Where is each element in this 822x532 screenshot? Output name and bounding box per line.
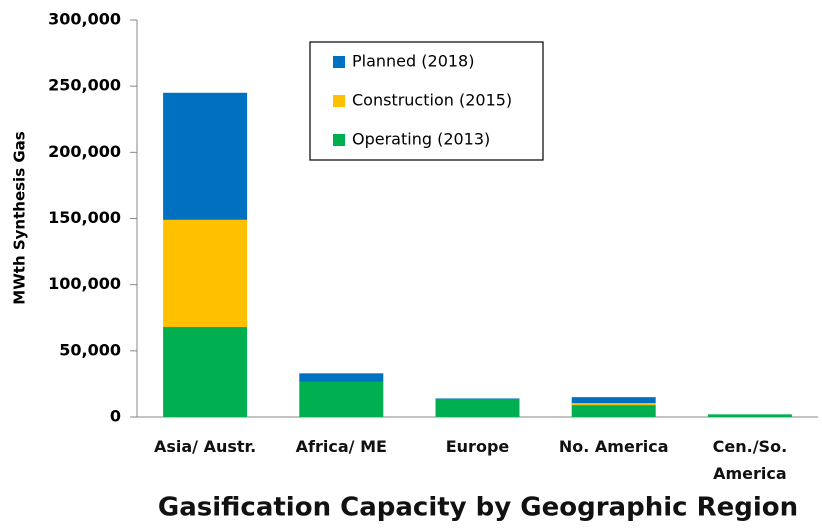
x-tick-label: Africa/ ME [295, 437, 387, 456]
legend-swatch [333, 56, 345, 68]
y-tick-label: 300,000 [48, 10, 121, 29]
bar-segment [571, 403, 656, 406]
y-tick-label: 100,000 [48, 274, 121, 293]
bar-segment [163, 327, 248, 417]
chart-title: Gasification Capacity by Geographic Regi… [158, 493, 798, 523]
y-tick-label: 250,000 [48, 76, 121, 95]
legend-label: Planned (2018) [352, 52, 474, 71]
bar-segment [163, 219, 248, 328]
bar-segment [435, 398, 520, 400]
legend-label: Construction (2015) [352, 91, 512, 110]
y-tick-label: 0 [110, 407, 121, 426]
bar-segment [571, 405, 656, 417]
x-tick-label: No. America [558, 437, 669, 456]
legend-box [309, 41, 544, 161]
legend-label: Operating (2013) [352, 130, 490, 149]
x-tick-label: Asia/ Austr. [153, 437, 257, 456]
legend-swatch [333, 134, 345, 146]
bar-segment [299, 373, 384, 382]
bar-segment [571, 397, 656, 404]
x-tick-label: Europe [445, 437, 510, 456]
bar-segment [163, 92, 248, 220]
bar-segment [707, 414, 792, 417]
y-axis-label: MWth Synthesis Gas [11, 131, 29, 304]
y-tick-label: 50,000 [59, 340, 121, 359]
x-tick-label: Cen./So. America [712, 437, 788, 483]
legend-swatch [333, 95, 345, 107]
bar-segment [435, 399, 520, 417]
y-tick-label: 200,000 [48, 142, 121, 161]
bar-segment [299, 381, 384, 417]
y-tick-label: 150,000 [48, 208, 121, 227]
